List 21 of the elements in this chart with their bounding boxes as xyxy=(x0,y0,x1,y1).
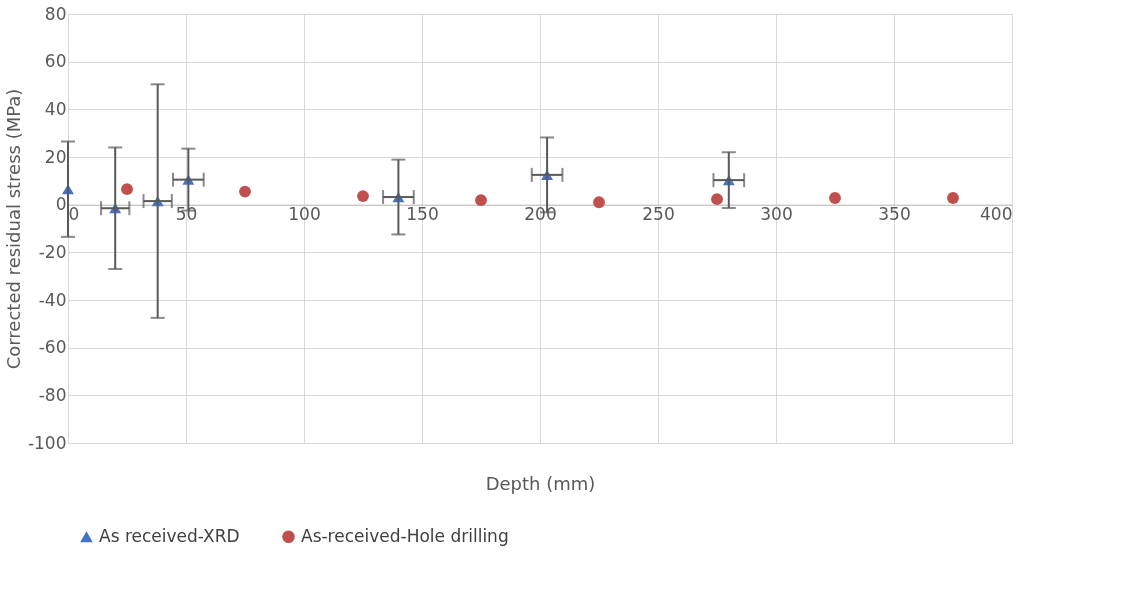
legend-label: As received-XRD xyxy=(99,525,240,546)
y-tick-label: -20 xyxy=(38,241,67,262)
x-tick-label: 150 xyxy=(406,204,439,225)
x-tick-label: 0 xyxy=(68,204,80,225)
y-tick-label: 40 xyxy=(44,98,67,119)
x-axis-title: Depth (mm) xyxy=(485,472,596,494)
y-tick-label: 20 xyxy=(44,146,67,167)
x-tick-label: 250 xyxy=(642,204,675,225)
x-tick-label: 200 xyxy=(524,204,557,225)
y-tick-label: 80 xyxy=(44,3,67,24)
x-tick-label: 400 xyxy=(980,204,1013,225)
legend-label: As-received-Hole drilling xyxy=(301,525,509,546)
x-tick-label: 100 xyxy=(288,204,321,225)
y-tick-label: 60 xyxy=(44,51,67,72)
y-tick-label: -60 xyxy=(38,337,67,358)
y-tick-label: -100 xyxy=(27,432,67,453)
x-tick-label: 300 xyxy=(760,204,793,225)
x-tick-label: 350 xyxy=(878,204,911,225)
y-tick-label: -40 xyxy=(38,289,67,310)
y-tick-label: -80 xyxy=(38,384,67,405)
y-axis-title: Corrected residual stress (MPa) xyxy=(2,88,24,370)
